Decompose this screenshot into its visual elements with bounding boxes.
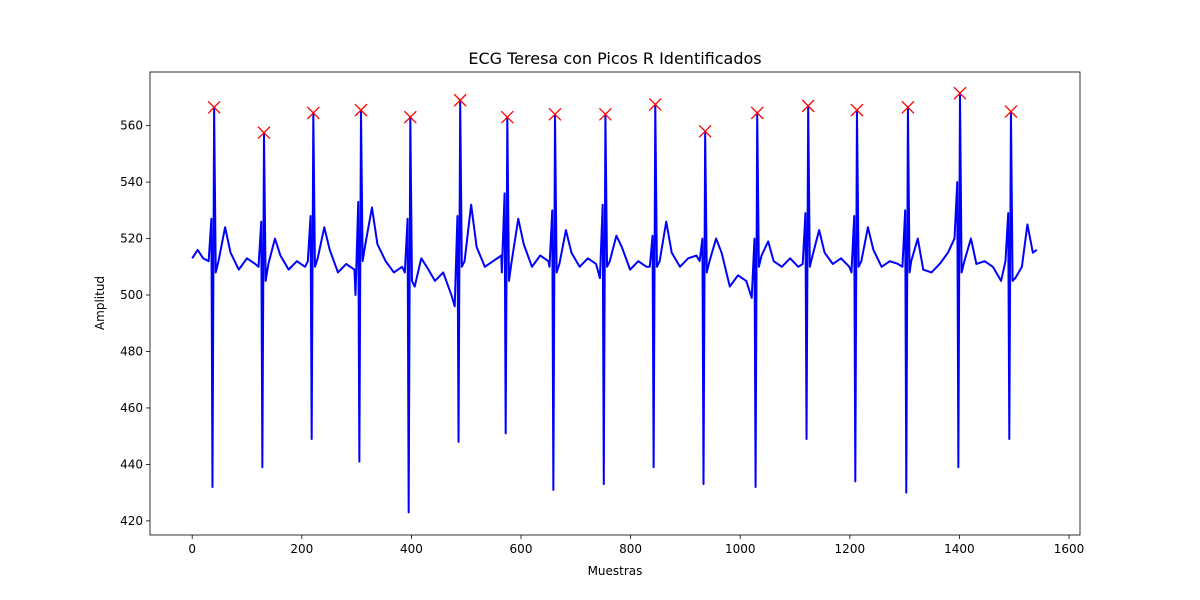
x-tick-label: 1400 (944, 542, 975, 556)
r-peak-marker (354, 103, 368, 117)
x-axis-label: Muestras (588, 564, 643, 578)
r-peak-marker (901, 100, 915, 114)
r-peak-marker (698, 124, 712, 138)
y-axis-label: Amplitud (93, 276, 107, 330)
r-peak-marker (850, 103, 864, 117)
y-tick-label: 500 (120, 288, 143, 302)
x-tick-label: 200 (290, 542, 313, 556)
y-tick-label: 520 (120, 232, 143, 246)
r-peak-marker (1004, 105, 1018, 118)
plot-frame (149, 71, 1081, 536)
r-peak-marker (306, 106, 320, 120)
r-peak-marker (207, 100, 221, 114)
x-tick-label: 400 (400, 542, 423, 556)
x-tick-label: 0 (188, 542, 196, 556)
r-peak-marker (500, 110, 514, 124)
y-tick-label: 540 (120, 175, 143, 189)
x-tick-label: 1000 (725, 542, 756, 556)
y-tick-label: 460 (120, 401, 143, 415)
r-peak-marker (548, 107, 562, 121)
r-peak-marker (257, 126, 271, 140)
y-tick-label: 440 (120, 457, 143, 471)
r-peak-marker (598, 107, 612, 121)
y-tick-label: 420 (120, 514, 143, 528)
chart-title: ECG Teresa con Picos R Identificados (468, 49, 761, 68)
r-peak-marker (453, 93, 467, 107)
x-tick-label: 600 (510, 542, 533, 556)
x-tick-label: 1600 (1054, 542, 1085, 556)
x-tick-label: 800 (619, 542, 642, 556)
r-peak-marker (953, 86, 967, 100)
r-peak-marker (750, 106, 764, 120)
x-tick-label: 1200 (835, 542, 866, 556)
r-peak-marker (801, 99, 815, 113)
r-peak-marker (648, 98, 662, 111)
r-peak-marker (403, 110, 417, 124)
y-tick-label: 560 (120, 119, 143, 133)
y-tick-label: 480 (120, 344, 143, 358)
